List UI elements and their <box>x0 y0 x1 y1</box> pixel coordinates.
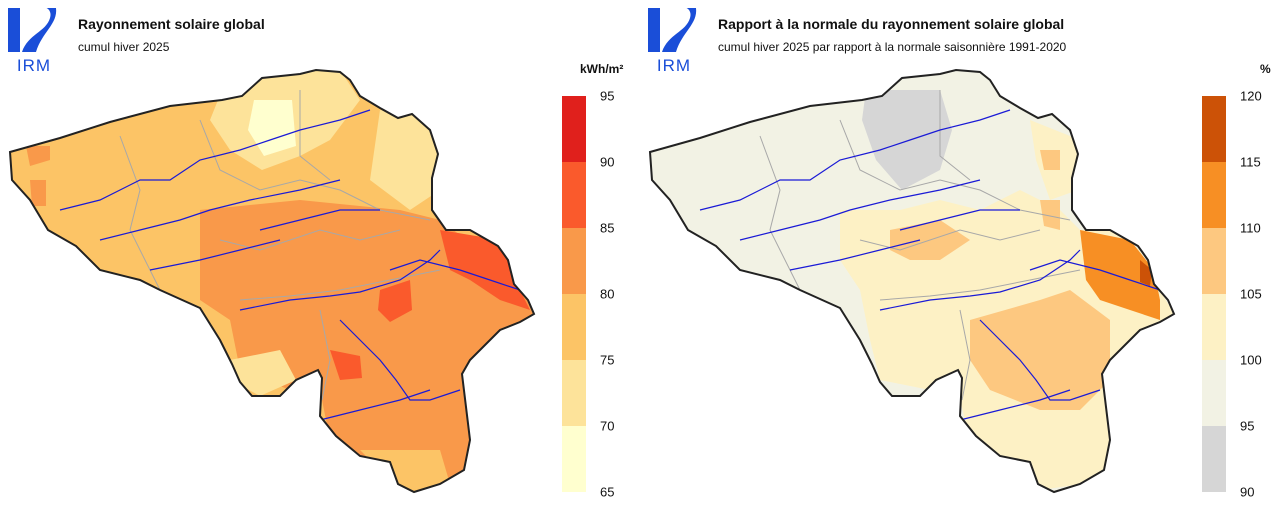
legend-unit: % <box>1260 62 1271 76</box>
legend-tick: 95 <box>600 88 615 104</box>
legend-tick: 90 <box>600 154 615 170</box>
legend-tick: 105 <box>1240 286 1262 302</box>
ratio-to-normal-panel: IRM Rapport à la normale du rayonnement … <box>640 0 1280 507</box>
belgium-radiation-map <box>8 68 536 494</box>
solar-radiation-panel: IRM Rayonnement solaire global cumul hiv… <box>6 6 624 500</box>
legend-tick: 95 <box>1240 418 1255 434</box>
legend-tick: 100 <box>1240 352 1262 368</box>
belgium-ratio-map <box>648 68 1176 494</box>
legend-tick: 65 <box>600 484 615 500</box>
irm-logo-text: IRM <box>656 56 692 75</box>
belgium-border <box>648 68 1176 494</box>
irm-logo-mark-icon <box>648 8 697 52</box>
legend-unit: kWh/m² <box>580 62 624 76</box>
legend-tick: 110 <box>1240 220 1261 236</box>
legend-band-70-75 <box>562 360 586 426</box>
legend-tick: 80 <box>600 286 615 302</box>
irm-logo-mark-icon <box>8 8 57 52</box>
legend-band-90-95 <box>562 96 586 162</box>
irm-logo: IRM <box>6 6 58 75</box>
irm-logo-text: IRM <box>16 56 52 75</box>
legend-tick: 115 <box>1240 154 1261 170</box>
legend-band-110-115 <box>1202 162 1226 228</box>
legend-band-80-85 <box>562 228 586 294</box>
legend-tick: 70 <box>600 418 615 434</box>
map-subtitle: cumul hiver 2025 <box>78 40 170 54</box>
legend-band-75-80 <box>562 294 586 360</box>
map-title: Rayonnement solaire global <box>78 16 265 32</box>
legend-band-85-90 <box>562 162 586 228</box>
legend-band-65-70 <box>562 426 586 492</box>
legend-tick: 75 <box>600 352 615 368</box>
legend-band-105-110 <box>1202 228 1226 294</box>
map-title: Rapport à la normale du rayonnement sola… <box>718 16 1065 32</box>
belgium-border <box>8 68 536 494</box>
legend-band-90-95 <box>1202 426 1226 492</box>
legend-band-100-105 <box>1202 294 1226 360</box>
map-subtitle: cumul hiver 2025 par rapport à la normal… <box>718 40 1067 54</box>
irm-logo: IRM <box>646 6 698 75</box>
legend-tick: 85 <box>600 220 615 236</box>
legend-tick: 120 <box>1240 88 1262 104</box>
legend-band-95-100 <box>1202 360 1226 426</box>
legend-tick: 90 <box>1240 484 1255 500</box>
legend-band-115-120 <box>1202 96 1226 162</box>
